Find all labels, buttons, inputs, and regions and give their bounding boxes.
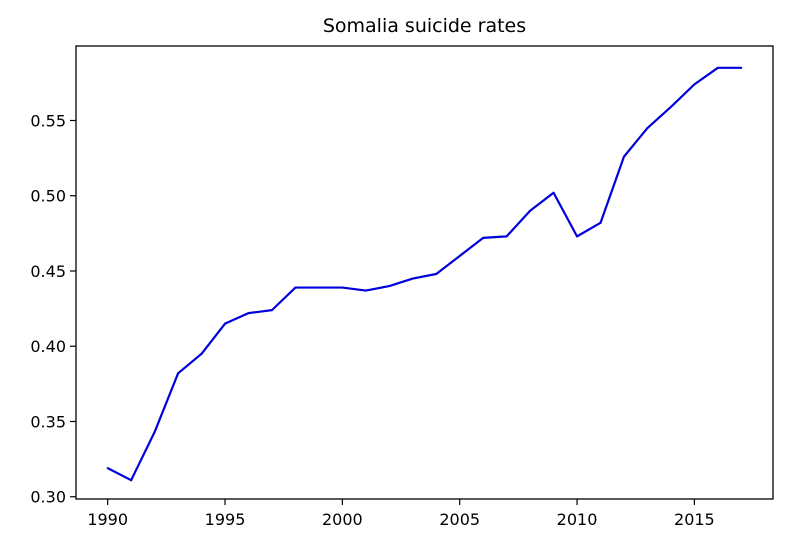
y-tick-label: 0.55 bbox=[30, 111, 66, 130]
data-point bbox=[576, 235, 579, 238]
data-point bbox=[716, 66, 719, 69]
data-point bbox=[740, 66, 743, 69]
data-point bbox=[153, 431, 156, 434]
x-tick-label: 2000 bbox=[322, 510, 363, 529]
data-point bbox=[458, 254, 461, 257]
x-axis: 1990 1995 2000 2005 2010 2015 bbox=[87, 499, 715, 529]
y-tick-label: 0.35 bbox=[30, 412, 66, 431]
data-point bbox=[669, 105, 672, 108]
y-tick-label: 0.50 bbox=[30, 187, 66, 206]
data-point bbox=[177, 372, 180, 375]
data-point bbox=[552, 191, 555, 194]
data-point bbox=[388, 285, 391, 288]
series-layer bbox=[106, 66, 743, 482]
data-point bbox=[130, 479, 133, 482]
data-point bbox=[411, 277, 414, 280]
x-tick-label: 2010 bbox=[557, 510, 598, 529]
data-point bbox=[435, 273, 438, 276]
chart-title: Somalia suicide rates bbox=[323, 15, 526, 37]
data-point bbox=[505, 235, 508, 238]
data-point bbox=[270, 309, 273, 312]
y-tick-label: 0.30 bbox=[30, 488, 66, 507]
data-point bbox=[622, 155, 625, 158]
x-tick-label: 2015 bbox=[674, 510, 715, 529]
data-point bbox=[200, 352, 203, 355]
data-point bbox=[341, 286, 344, 289]
y-axis: 0.30 0.35 0.40 0.45 0.50 0.55 bbox=[30, 111, 76, 507]
data-point bbox=[693, 83, 696, 86]
data-point bbox=[106, 467, 109, 470]
data-point bbox=[317, 286, 320, 289]
data-point bbox=[529, 209, 532, 212]
x-tick-label: 1990 bbox=[87, 510, 128, 529]
data-point bbox=[482, 236, 485, 239]
plot-area-frame bbox=[75, 45, 774, 500]
data-point bbox=[294, 286, 297, 289]
y-tick-label: 0.45 bbox=[30, 262, 66, 281]
data-point bbox=[364, 289, 367, 292]
x-tick-label: 1995 bbox=[205, 510, 246, 529]
y-tick-label: 0.40 bbox=[30, 337, 66, 356]
series-line bbox=[107, 66, 742, 482]
data-point bbox=[646, 127, 649, 130]
data-point bbox=[224, 322, 227, 325]
data-point bbox=[247, 312, 250, 315]
x-tick-label: 2005 bbox=[439, 510, 480, 529]
data-point bbox=[599, 221, 602, 224]
